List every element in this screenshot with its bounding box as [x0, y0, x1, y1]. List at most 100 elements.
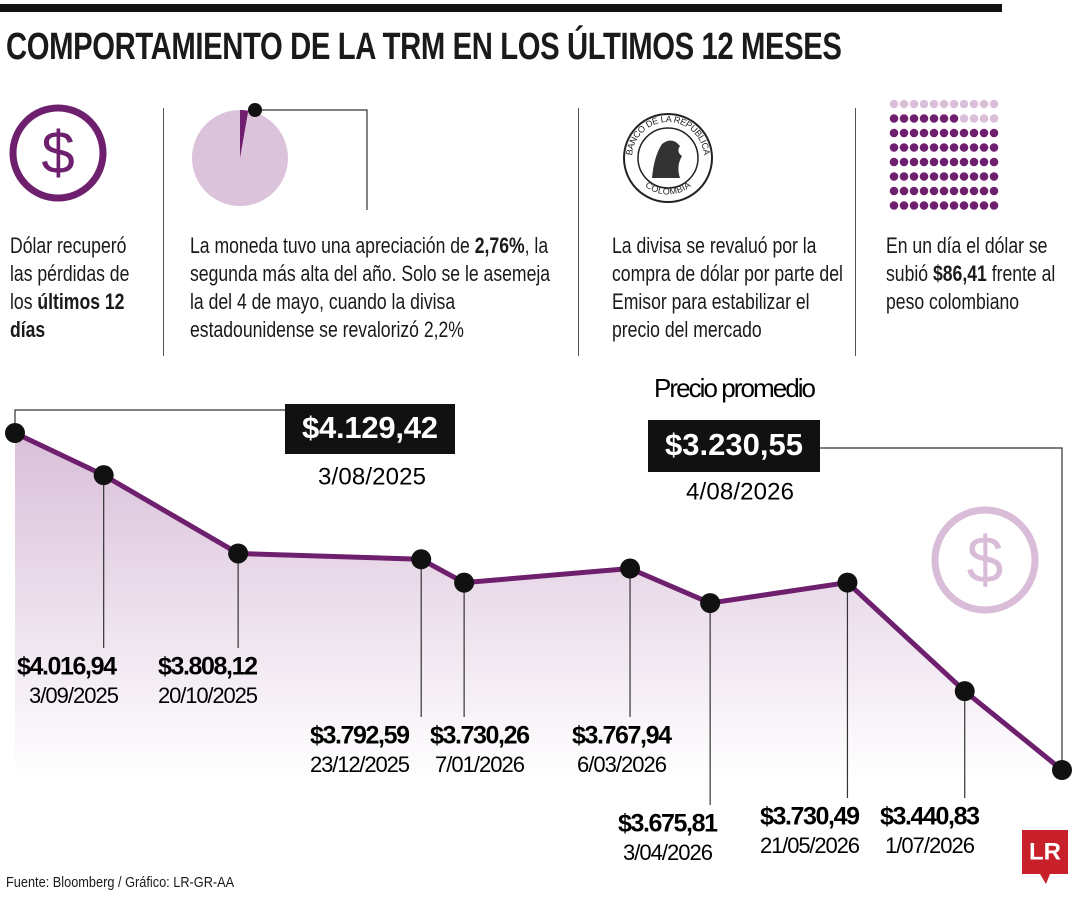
dot — [889, 201, 899, 210]
divider — [578, 108, 579, 356]
value-label: $3.730,26 — [430, 722, 530, 750]
text-segment: 2,76% — [474, 233, 525, 258]
divider — [855, 108, 856, 356]
text-segment: En un día el dólar se subió — [886, 233, 1048, 286]
dot — [939, 128, 949, 138]
date-label: 3/04/2026 — [623, 840, 713, 865]
dot — [969, 157, 979, 167]
pie-dot — [248, 103, 262, 117]
dot — [929, 143, 939, 152]
date-label: 21/05/2026 — [760, 833, 860, 858]
dot — [919, 99, 929, 109]
text-segment: $86,41 — [932, 261, 987, 286]
dot — [939, 99, 949, 109]
dot — [909, 201, 919, 210]
dot — [989, 114, 999, 123]
point — [93, 465, 114, 486]
value-label: $3.792,59 — [310, 722, 410, 750]
point — [954, 681, 975, 702]
dot — [889, 172, 899, 181]
dot — [939, 172, 949, 181]
seal — [623, 113, 713, 203]
dot — [909, 186, 919, 196]
date-label: 23/12/2025 — [310, 752, 410, 777]
leader — [255, 109, 368, 210]
dot — [899, 128, 909, 138]
dot — [889, 114, 899, 123]
seal-inner — [637, 127, 699, 189]
date-label: 3/08/2025 — [318, 463, 426, 490]
dot — [919, 172, 929, 181]
dot — [939, 143, 949, 152]
value-label: $4.129,42 — [302, 410, 438, 445]
dot — [889, 128, 899, 138]
date-label: 7/01/2026 — [435, 752, 525, 777]
dot — [889, 186, 899, 196]
top-bar — [0, 4, 1002, 12]
divider — [163, 108, 164, 356]
value-box — [285, 404, 455, 454]
dot — [909, 128, 919, 138]
dot — [919, 201, 929, 210]
panel-text: La moneda tuvo una apreciación de 2,76%,… — [190, 232, 554, 344]
line — [13, 430, 1064, 772]
dot — [949, 186, 959, 196]
dollar-icon — [9, 104, 107, 202]
dot — [989, 143, 999, 152]
dot — [929, 201, 939, 210]
panel-text: En un día el dólar se subió $86,41 frent… — [886, 232, 1078, 316]
seal-text: COLOMBIA — [643, 180, 692, 197]
dot — [909, 157, 919, 167]
dollar-sign: $ — [967, 522, 1004, 596]
dot — [959, 114, 969, 123]
value-label: $3.440,83 — [880, 803, 980, 831]
date-label: 4/08/2026 — [686, 478, 794, 505]
leader — [14, 409, 285, 433]
dot — [949, 143, 959, 152]
point — [5, 423, 25, 443]
dot — [899, 143, 909, 152]
panel-text: La divisa se revaluó por la compra de dó… — [612, 232, 844, 344]
dot — [889, 143, 899, 152]
value-label: $3.675,81 — [618, 810, 718, 838]
logo: LR — [1029, 838, 1061, 865]
value-label: $3.767,94 — [572, 722, 672, 750]
date-label: 20/10/2025 — [158, 683, 258, 708]
dot — [959, 186, 969, 196]
dot — [939, 186, 949, 196]
seal-head — [652, 140, 682, 178]
annotation: Precio promedio — [654, 373, 816, 403]
dot — [969, 172, 979, 181]
source: Fuente: Bloomberg / Gráfico: LR-GR-AA — [6, 874, 235, 891]
dot — [939, 114, 949, 123]
date-label: 1/07/2026 — [885, 833, 975, 858]
text-segment: La divisa se revaluó por la compra de dó… — [612, 233, 843, 342]
dot — [929, 128, 939, 138]
dot — [989, 157, 999, 167]
value-label: $3.730,49 — [760, 803, 860, 831]
dot — [949, 172, 959, 181]
dot — [959, 157, 969, 167]
text-segment: últimos 12 días — [10, 289, 125, 342]
panel-text: Dólar recuperó las pérdidas de los últim… — [10, 232, 146, 344]
dot — [949, 128, 959, 138]
logo-tail — [1040, 874, 1050, 884]
dot — [989, 128, 999, 138]
text-segment: La moneda tuvo una apreciación de — [190, 233, 475, 258]
dot — [949, 201, 959, 210]
dot — [979, 99, 989, 109]
point — [837, 572, 858, 593]
dot — [989, 186, 999, 196]
dot — [969, 186, 979, 196]
dot — [959, 201, 969, 210]
text-segment: Dólar recuperó las pérdidas de los — [10, 233, 130, 314]
dot — [889, 99, 899, 109]
dot — [949, 114, 959, 123]
dot — [979, 143, 989, 152]
dot — [969, 143, 979, 152]
dot — [969, 128, 979, 138]
dollar-sign: $ — [41, 119, 74, 186]
dot — [989, 201, 999, 210]
dot — [939, 157, 949, 167]
